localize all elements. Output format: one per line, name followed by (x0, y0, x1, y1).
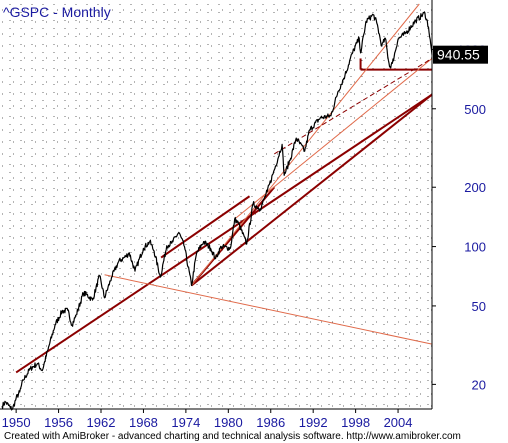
trendline-4 (160, 195, 251, 259)
last-value-badge-bg (433, 45, 488, 64)
x-tick-label: 1962 (87, 415, 116, 430)
y-tick-label: 200 (464, 180, 486, 195)
x-tick-label: 1986 (256, 415, 285, 430)
x-tick-label: 1974 (171, 415, 200, 430)
x-tick-label: 1968 (129, 415, 158, 430)
trendline-7 (191, 3, 420, 286)
trendline-9 (274, 58, 433, 155)
price-line (1, 11, 433, 411)
y-tick-label: 100 (464, 240, 486, 255)
x-tick-label: 1998 (341, 415, 370, 430)
x-tick-label: 1980 (214, 415, 243, 430)
y-tick-label: 50 (472, 299, 486, 314)
last-value-label: 940.55 (437, 47, 480, 63)
x-tick-label: 1992 (299, 415, 328, 430)
trendline-2 (190, 93, 433, 287)
trendline-10 (104, 274, 433, 345)
y-tick-label: 20 (472, 377, 486, 392)
y-tick-label: 500 (464, 102, 486, 117)
chart-title: ^GSPC - Monthly (3, 4, 111, 20)
trendline-1 (15, 93, 433, 374)
x-tick-label: 1950 (2, 415, 31, 430)
last-value-badge: 940.55 (433, 45, 488, 64)
x-tick-label: 2004 (384, 415, 413, 430)
trendlines (15, 3, 433, 374)
trendline-8 (234, 58, 433, 220)
footer-credit: Created with AmiBroker - advanced charti… (4, 431, 461, 442)
price-series (1, 11, 433, 411)
x-tick-label: 1956 (44, 415, 73, 430)
